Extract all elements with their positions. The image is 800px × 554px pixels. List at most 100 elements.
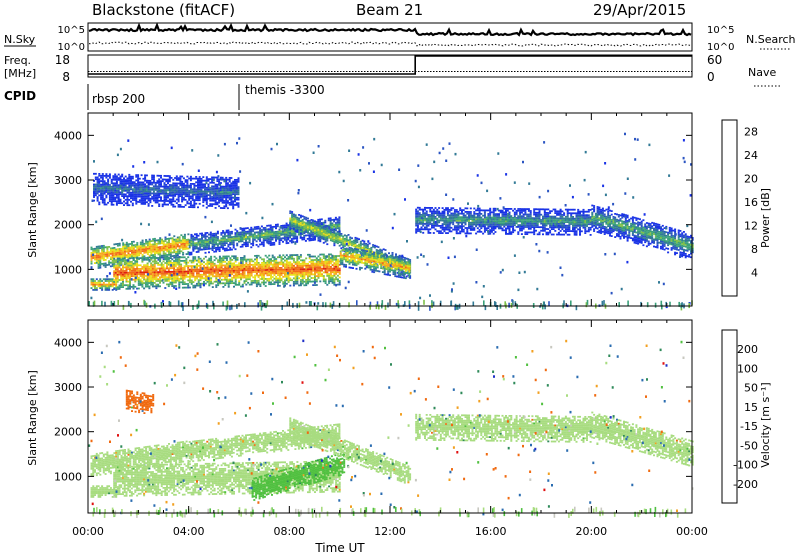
- power-cell: [94, 281, 96, 284]
- power-cell: [173, 270, 176, 273]
- power-cell: [150, 250, 153, 253]
- power-cell: [187, 256, 190, 259]
- power-cell: [123, 261, 126, 263]
- power-cell: [289, 268, 292, 271]
- power-cell: [308, 273, 311, 276]
- power-cell: [123, 270, 126, 272]
- power-cell: [152, 245, 155, 248]
- power-cell: [340, 234, 343, 237]
- power-cell: [130, 188, 132, 191]
- power-cell: [186, 184, 189, 187]
- power-cell: [342, 240, 345, 243]
- power-cell: [303, 262, 306, 265]
- power-cell: [137, 188, 140, 191]
- power-cell: [219, 189, 222, 192]
- power-cell: [305, 279, 308, 281]
- power-cell: [218, 266, 221, 269]
- power-cell: [123, 200, 125, 203]
- power-cell: [197, 249, 200, 251]
- power-cell: [324, 258, 327, 261]
- power-cell: [241, 245, 244, 248]
- power-cell: [350, 258, 353, 260]
- power-cell: [394, 271, 397, 274]
- power-cell: [122, 280, 124, 283]
- power-cell: [301, 231, 304, 234]
- power-cell: [157, 274, 160, 277]
- power-cell: [110, 191, 113, 194]
- power-cell: [125, 271, 128, 274]
- power-cell: [119, 193, 122, 196]
- power-cell: [95, 247, 98, 250]
- power-cell: [100, 185, 103, 188]
- power-cell: [336, 280, 339, 282]
- power-cell: [166, 272, 168, 275]
- power-cell: [336, 262, 339, 265]
- power-cell: [190, 275, 193, 278]
- power-cell: [189, 188, 192, 191]
- power-cell: [408, 270, 411, 273]
- power-cell: [125, 243, 128, 246]
- power-cell: [148, 247, 151, 250]
- power-cell: [301, 227, 304, 230]
- power-cell: [335, 267, 338, 270]
- power-cell: [179, 193, 182, 196]
- power-cell: [343, 243, 346, 246]
- power-cell: [296, 280, 299, 283]
- power-cell: [211, 247, 214, 250]
- power-cell: [294, 272, 297, 274]
- power-cell: [179, 191, 182, 194]
- power-cell: [336, 225, 339, 228]
- power-cell: [236, 239, 239, 241]
- power-cell: [287, 265, 290, 267]
- power-cell: [157, 267, 160, 270]
- power-cell: [165, 203, 168, 206]
- power-cell: [170, 177, 173, 179]
- power-cell: [193, 183, 196, 185]
- power-cell: [345, 257, 347, 259]
- power-cell: [167, 203, 169, 206]
- power-cell: [234, 200, 236, 203]
- power-cell: [290, 232, 293, 235]
- power-cell: [198, 195, 201, 198]
- power-cell: [366, 253, 369, 256]
- power-cell: [159, 251, 162, 254]
- power-cell: [208, 263, 211, 265]
- power-cell: [285, 268, 288, 271]
- power-cell: [269, 231, 272, 234]
- power-cell: [120, 261, 123, 263]
- power-cell: [232, 237, 235, 240]
- power-cell: [268, 263, 271, 266]
- power-cell: [221, 207, 224, 209]
- power-cell: [275, 281, 278, 284]
- power-cell: [270, 277, 272, 280]
- power-cell: [125, 275, 128, 278]
- power-cell: [280, 272, 283, 275]
- power-cell: [254, 255, 257, 257]
- power-cell: [178, 277, 181, 280]
- power-cell: [229, 234, 232, 237]
- power-cell: [180, 268, 183, 271]
- power-cell: [194, 238, 196, 241]
- power-cell: [352, 249, 354, 252]
- power-cell: [301, 233, 304, 235]
- power-cell: [269, 240, 272, 243]
- power-cell: [364, 264, 367, 266]
- power-cell: [266, 228, 269, 231]
- power-cell: [328, 262, 331, 265]
- power-cell: [329, 237, 332, 240]
- power-cell: [151, 187, 154, 189]
- power-cell: [144, 190, 147, 193]
- power-cell: [181, 186, 184, 189]
- power-cell: [101, 263, 104, 265]
- power-cell: [352, 256, 354, 259]
- power-cell: [312, 273, 315, 276]
- power-cell: [232, 236, 235, 238]
- power-cell: [113, 275, 116, 278]
- power-cell: [278, 232, 281, 235]
- power-cell: [180, 239, 183, 242]
- power-cell: [93, 172, 95, 175]
- power-cell: [160, 198, 162, 200]
- power-cell: [176, 267, 179, 269]
- power-cell: [132, 278, 135, 281]
- power-cell: [257, 279, 260, 282]
